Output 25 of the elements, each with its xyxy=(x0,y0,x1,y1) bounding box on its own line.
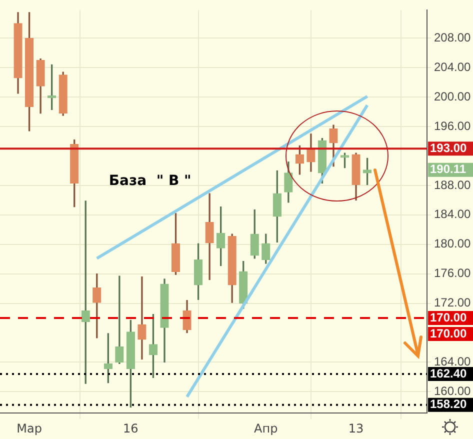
text: 190.11 xyxy=(430,162,466,176)
candlestick xyxy=(138,276,146,360)
candlestick xyxy=(205,193,214,280)
text: 170.00 xyxy=(430,326,468,340)
ref-line-label: 170.00 xyxy=(430,310,468,324)
y-tick-label: 200.00 xyxy=(434,89,472,104)
annotation: База " В " xyxy=(108,173,192,190)
y-tick-label: 184.00 xyxy=(434,207,472,222)
y-tick-label: 176.00 xyxy=(434,266,472,280)
x-tick-label: Мар xyxy=(16,421,42,436)
y-tick-label: 180.00 xyxy=(434,236,472,251)
candlestick xyxy=(115,276,124,364)
ref-line-label: 162.40 xyxy=(430,366,468,380)
y-tick-label: 172.00 xyxy=(434,296,472,310)
y-tick-label: 204.00 xyxy=(434,60,472,74)
ref-line-label: 158.20 xyxy=(430,397,468,412)
y-tick-label: 208.00 xyxy=(434,30,472,44)
x-tick-label: 16 xyxy=(123,421,138,436)
x-tick-label: 13 xyxy=(348,421,364,436)
y-tick-label: 188.00 xyxy=(434,178,472,192)
ref-line-label: 193.00 xyxy=(430,140,468,155)
y-tick-label: 196.00 xyxy=(434,118,472,133)
y-tick-label: 160.00 xyxy=(434,384,472,398)
y-tick-label: 164.00 xyxy=(434,354,472,368)
x-tick-label: Апр xyxy=(254,421,278,436)
